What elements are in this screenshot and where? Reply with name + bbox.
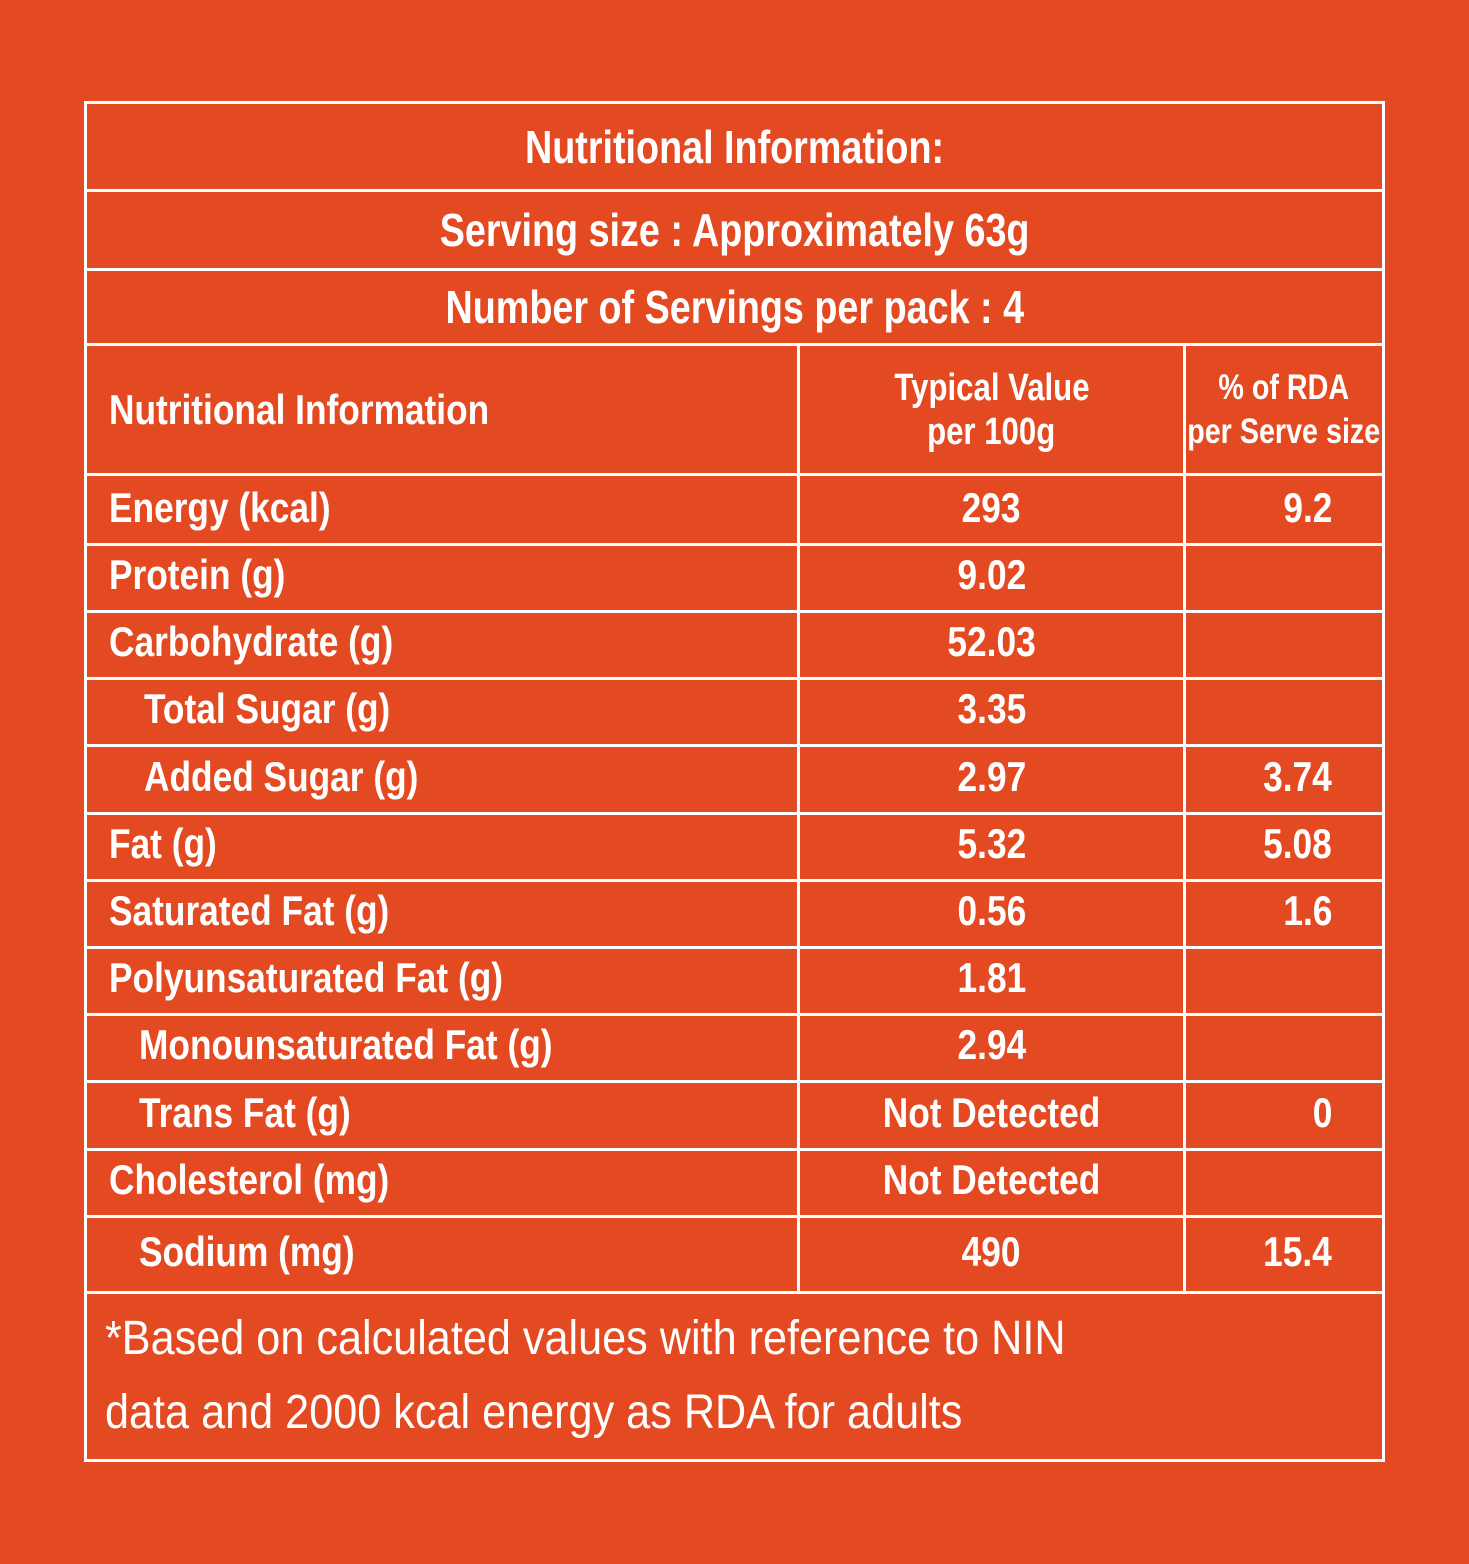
nutrient-value: 0.56 xyxy=(957,887,1026,934)
nutrient-name: Fat (g) xyxy=(109,820,217,867)
row-divider xyxy=(87,1013,1382,1016)
nutrient-name: Carbohydrate (g) xyxy=(109,618,394,665)
column-divider xyxy=(797,343,800,1294)
divider xyxy=(87,343,1382,346)
column-header-rda: % of RDA per Serve size xyxy=(1187,367,1381,451)
nutrient-name: Monounsaturated Fat (g) xyxy=(139,1021,553,1068)
column-header-nutrient: Nutritional Information xyxy=(109,385,490,433)
nutrient-name: Cholesterol (mg) xyxy=(109,1156,390,1203)
row-divider xyxy=(87,812,1382,815)
nutrient-value: Not Detected xyxy=(882,1156,1101,1203)
nutrient-value: 1.81 xyxy=(957,954,1026,1001)
nutrient-name: Added Sugar (g) xyxy=(144,752,419,800)
nutrient-name: Polyunsaturated Fat (g) xyxy=(109,954,503,1001)
nutrient-rda: 0 xyxy=(1312,1088,1332,1136)
nutrient-name: Total Sugar (g) xyxy=(144,685,391,732)
nutrient-rda xyxy=(1186,1148,1382,1212)
row-divider xyxy=(87,744,1382,747)
row-divider xyxy=(87,879,1382,882)
divider xyxy=(87,268,1382,271)
nutrient-value: 52.03 xyxy=(947,618,1036,665)
nutrient-rda xyxy=(1186,610,1382,674)
nutrient-name: Sodium (mg) xyxy=(139,1227,355,1275)
nutrient-value: 9.02 xyxy=(957,551,1026,598)
divider xyxy=(87,189,1382,192)
nutrient-value: 2.94 xyxy=(957,1021,1026,1068)
row-divider xyxy=(87,1148,1382,1151)
panel-title: Nutritional Information: xyxy=(524,120,945,173)
nutrient-rda xyxy=(1186,677,1382,741)
nutrient-rda xyxy=(1186,946,1382,1010)
nutrient-value: 5.32 xyxy=(957,820,1026,867)
column-divider xyxy=(1183,343,1186,1294)
nutrient-name: Protein (g) xyxy=(109,551,286,598)
row-divider xyxy=(87,946,1382,949)
row-divider xyxy=(87,1215,1382,1218)
nutrient-name: Trans Fat (g) xyxy=(139,1088,351,1136)
row-divider xyxy=(87,677,1382,680)
footnote: *Based on calculated values with referen… xyxy=(105,1312,1066,1439)
nutrition-panel: Nutritional Information: Serving size : … xyxy=(84,101,1385,1462)
nutrient-rda: 15.4 xyxy=(1263,1227,1332,1275)
nutrient-rda: 3.74 xyxy=(1263,752,1332,800)
nutrient-rda: 9.2 xyxy=(1282,484,1332,531)
nutrient-rda xyxy=(1186,1013,1382,1077)
divider xyxy=(87,1291,1382,1294)
nutrient-name: Saturated Fat (g) xyxy=(109,887,390,934)
servings-per-pack: Number of Servings per pack : 4 xyxy=(445,281,1024,333)
nutrient-value: 2.97 xyxy=(957,752,1026,800)
nutrient-rda: 1.6 xyxy=(1282,887,1332,934)
nutrient-value: 490 xyxy=(962,1227,1021,1275)
row-divider xyxy=(87,543,1382,546)
row-divider xyxy=(87,610,1382,613)
serving-size: Serving size : Approximately 63g xyxy=(439,204,1030,256)
nutrient-value: Not Detected xyxy=(882,1088,1101,1136)
nutrient-name: Energy (kcal) xyxy=(109,484,331,531)
row-divider xyxy=(87,1080,1382,1083)
nutrient-value: 3.35 xyxy=(957,685,1026,732)
divider xyxy=(87,473,1382,476)
nutrient-rda xyxy=(1186,543,1382,607)
column-header-typical-value: Typical Value per 100g xyxy=(893,366,1090,453)
nutrient-value: 293 xyxy=(962,484,1021,531)
nutrient-rda: 5.08 xyxy=(1263,820,1332,867)
